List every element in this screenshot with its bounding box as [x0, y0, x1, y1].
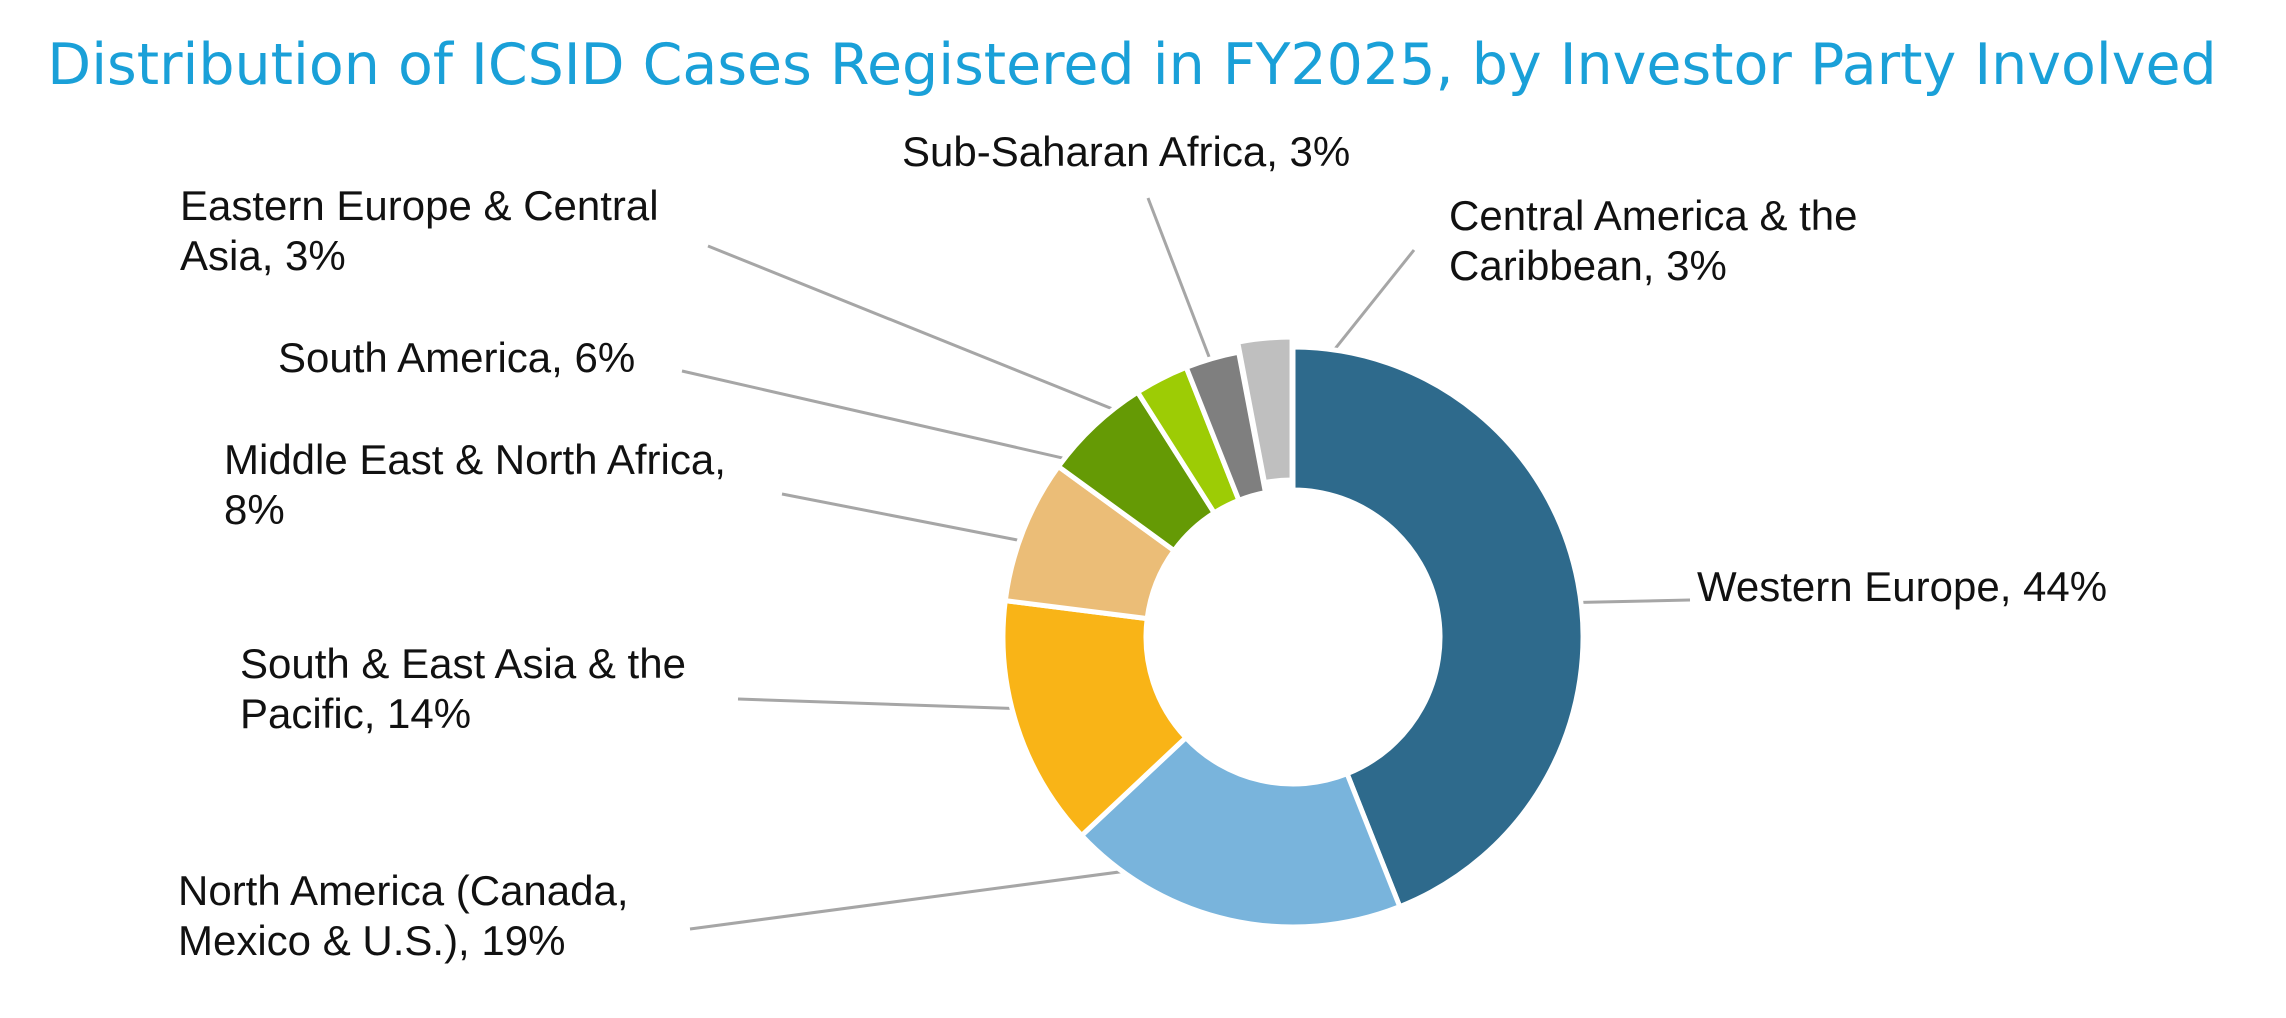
data-label: North America (Canada, Mexico & U.S.), 19…	[178, 867, 629, 964]
data-label: Sub-Saharan Africa, 3%	[902, 128, 1350, 175]
donut-slices	[1000, 334, 1586, 930]
data-label-line: Sub-Saharan Africa, 3%	[902, 128, 1350, 175]
data-label-line: Pacific, 14%	[240, 690, 471, 737]
data-label-line: 8%	[224, 486, 285, 533]
data-label-line: South America, 6%	[278, 334, 635, 381]
data-label-line: Middle East & North Africa,	[224, 436, 726, 483]
data-label-line: Mexico & U.S.), 19%	[178, 917, 565, 964]
slice-labels: Western Europe, 44% North America (Canada…	[178, 128, 2107, 964]
data-label: Western Europe, 44%	[1697, 563, 2107, 610]
data-label-line: Western Europe, 44%	[1697, 563, 2107, 610]
data-label-line: Central America & the	[1449, 192, 1858, 239]
data-label: South America, 6%	[278, 334, 635, 381]
data-label-line: Asia, 3%	[180, 232, 346, 279]
data-label: Central America & the Caribbean, 3%	[1449, 192, 1858, 289]
data-label: Middle East & North Africa, 8%	[224, 436, 726, 533]
slice-south-east-asia-the-pacific	[1000, 598, 1189, 839]
data-label: South & East Asia & the Pacific, 14%	[240, 640, 686, 737]
data-label-line: South & East Asia & the	[240, 640, 686, 687]
data-label-line: North America (Canada,	[178, 867, 629, 914]
data-label: Eastern Europe & Central Asia, 3%	[180, 182, 659, 279]
slice-western-europe	[1290, 344, 1586, 910]
slice-central-america-the-caribbean	[1235, 334, 1295, 486]
data-label-line: Caribbean, 3%	[1449, 242, 1727, 289]
chart-title: Distribution of ICSID Cases Registered i…	[47, 32, 2216, 98]
slice-north-america-canada-mexico-u-s	[1079, 735, 1403, 930]
data-label-line: Eastern Europe & Central	[180, 182, 659, 229]
